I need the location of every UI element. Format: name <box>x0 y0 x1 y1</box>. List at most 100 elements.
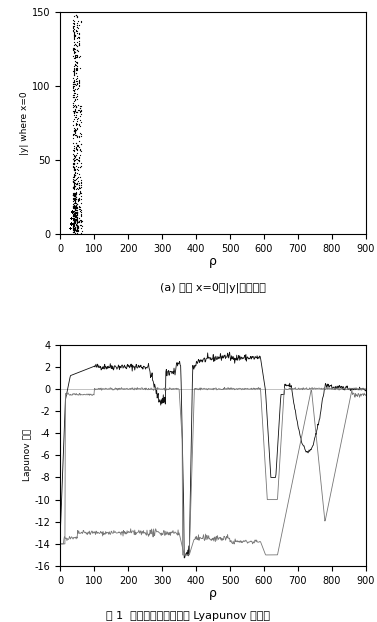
Point <box>72 207 78 217</box>
Point <box>69 207 75 216</box>
Point <box>68 213 74 223</box>
Point <box>68 213 74 223</box>
Point <box>75 225 81 235</box>
Point <box>67 218 74 228</box>
Point <box>70 98 76 108</box>
Point <box>67 223 73 233</box>
Point <box>77 101 83 111</box>
Point <box>67 218 74 228</box>
Point <box>68 213 74 223</box>
Point <box>67 218 74 228</box>
Point <box>67 223 73 233</box>
Point <box>69 207 75 216</box>
Point <box>68 213 74 223</box>
Point <box>67 223 73 233</box>
Point <box>68 213 74 223</box>
Point <box>67 218 74 228</box>
Point <box>69 207 75 216</box>
Point <box>67 218 74 228</box>
Point <box>67 218 74 228</box>
Point <box>76 20 82 30</box>
Point <box>69 207 75 216</box>
Point <box>70 171 77 181</box>
Point <box>71 165 77 175</box>
Point <box>68 213 74 223</box>
Point <box>78 139 84 149</box>
Point <box>69 207 75 216</box>
Point <box>70 175 76 185</box>
Point <box>67 223 73 233</box>
Point <box>69 207 75 216</box>
Point <box>67 223 73 233</box>
Point <box>69 207 75 216</box>
Point <box>75 45 81 55</box>
Point <box>70 98 76 108</box>
Point <box>72 130 78 140</box>
Point <box>68 213 74 223</box>
Point <box>67 223 73 233</box>
Point <box>68 213 74 223</box>
Point <box>69 207 75 216</box>
Point <box>68 213 74 223</box>
Point <box>73 202 79 212</box>
Point <box>67 218 74 228</box>
Point <box>68 213 74 223</box>
Point <box>67 218 74 228</box>
Point <box>68 213 74 223</box>
Point <box>69 207 75 216</box>
Point <box>67 223 73 233</box>
Point <box>67 223 73 233</box>
Point <box>68 213 74 223</box>
Point <box>68 213 74 223</box>
Point <box>68 213 74 223</box>
Point <box>74 207 80 216</box>
Point <box>71 126 77 136</box>
Point <box>69 207 75 216</box>
Point <box>67 218 74 228</box>
Point <box>75 228 81 238</box>
Point <box>71 107 77 117</box>
Point <box>69 207 75 216</box>
Point <box>69 207 75 216</box>
Point <box>68 213 74 223</box>
Point <box>69 207 75 216</box>
Point <box>67 218 74 228</box>
Point <box>70 208 77 218</box>
Point <box>70 149 76 159</box>
Point <box>69 207 75 216</box>
Point <box>69 207 75 216</box>
Point <box>68 213 74 223</box>
Point <box>72 190 78 200</box>
Point <box>67 218 74 228</box>
Point <box>69 207 75 216</box>
Point <box>68 213 74 223</box>
Point <box>67 218 74 228</box>
Point <box>70 17 77 27</box>
Point <box>73 187 79 197</box>
Point <box>68 213 74 223</box>
Point <box>69 207 75 216</box>
Point <box>69 207 75 216</box>
Point <box>69 207 75 216</box>
Point <box>70 193 76 203</box>
Point <box>70 175 77 185</box>
Point <box>67 223 73 233</box>
Point <box>69 207 75 216</box>
Point <box>70 221 76 231</box>
Point <box>68 213 74 223</box>
Point <box>67 223 73 233</box>
Point <box>75 139 81 149</box>
Point <box>74 211 80 221</box>
Point <box>67 218 74 228</box>
Point <box>73 205 79 215</box>
Point <box>69 207 75 216</box>
Point <box>74 213 80 223</box>
Point <box>72 52 78 62</box>
Point <box>70 221 76 231</box>
Point <box>68 213 74 223</box>
Point <box>68 213 74 223</box>
Point <box>72 124 78 134</box>
Point <box>67 218 74 228</box>
Point <box>73 63 79 73</box>
Point <box>75 212 81 222</box>
